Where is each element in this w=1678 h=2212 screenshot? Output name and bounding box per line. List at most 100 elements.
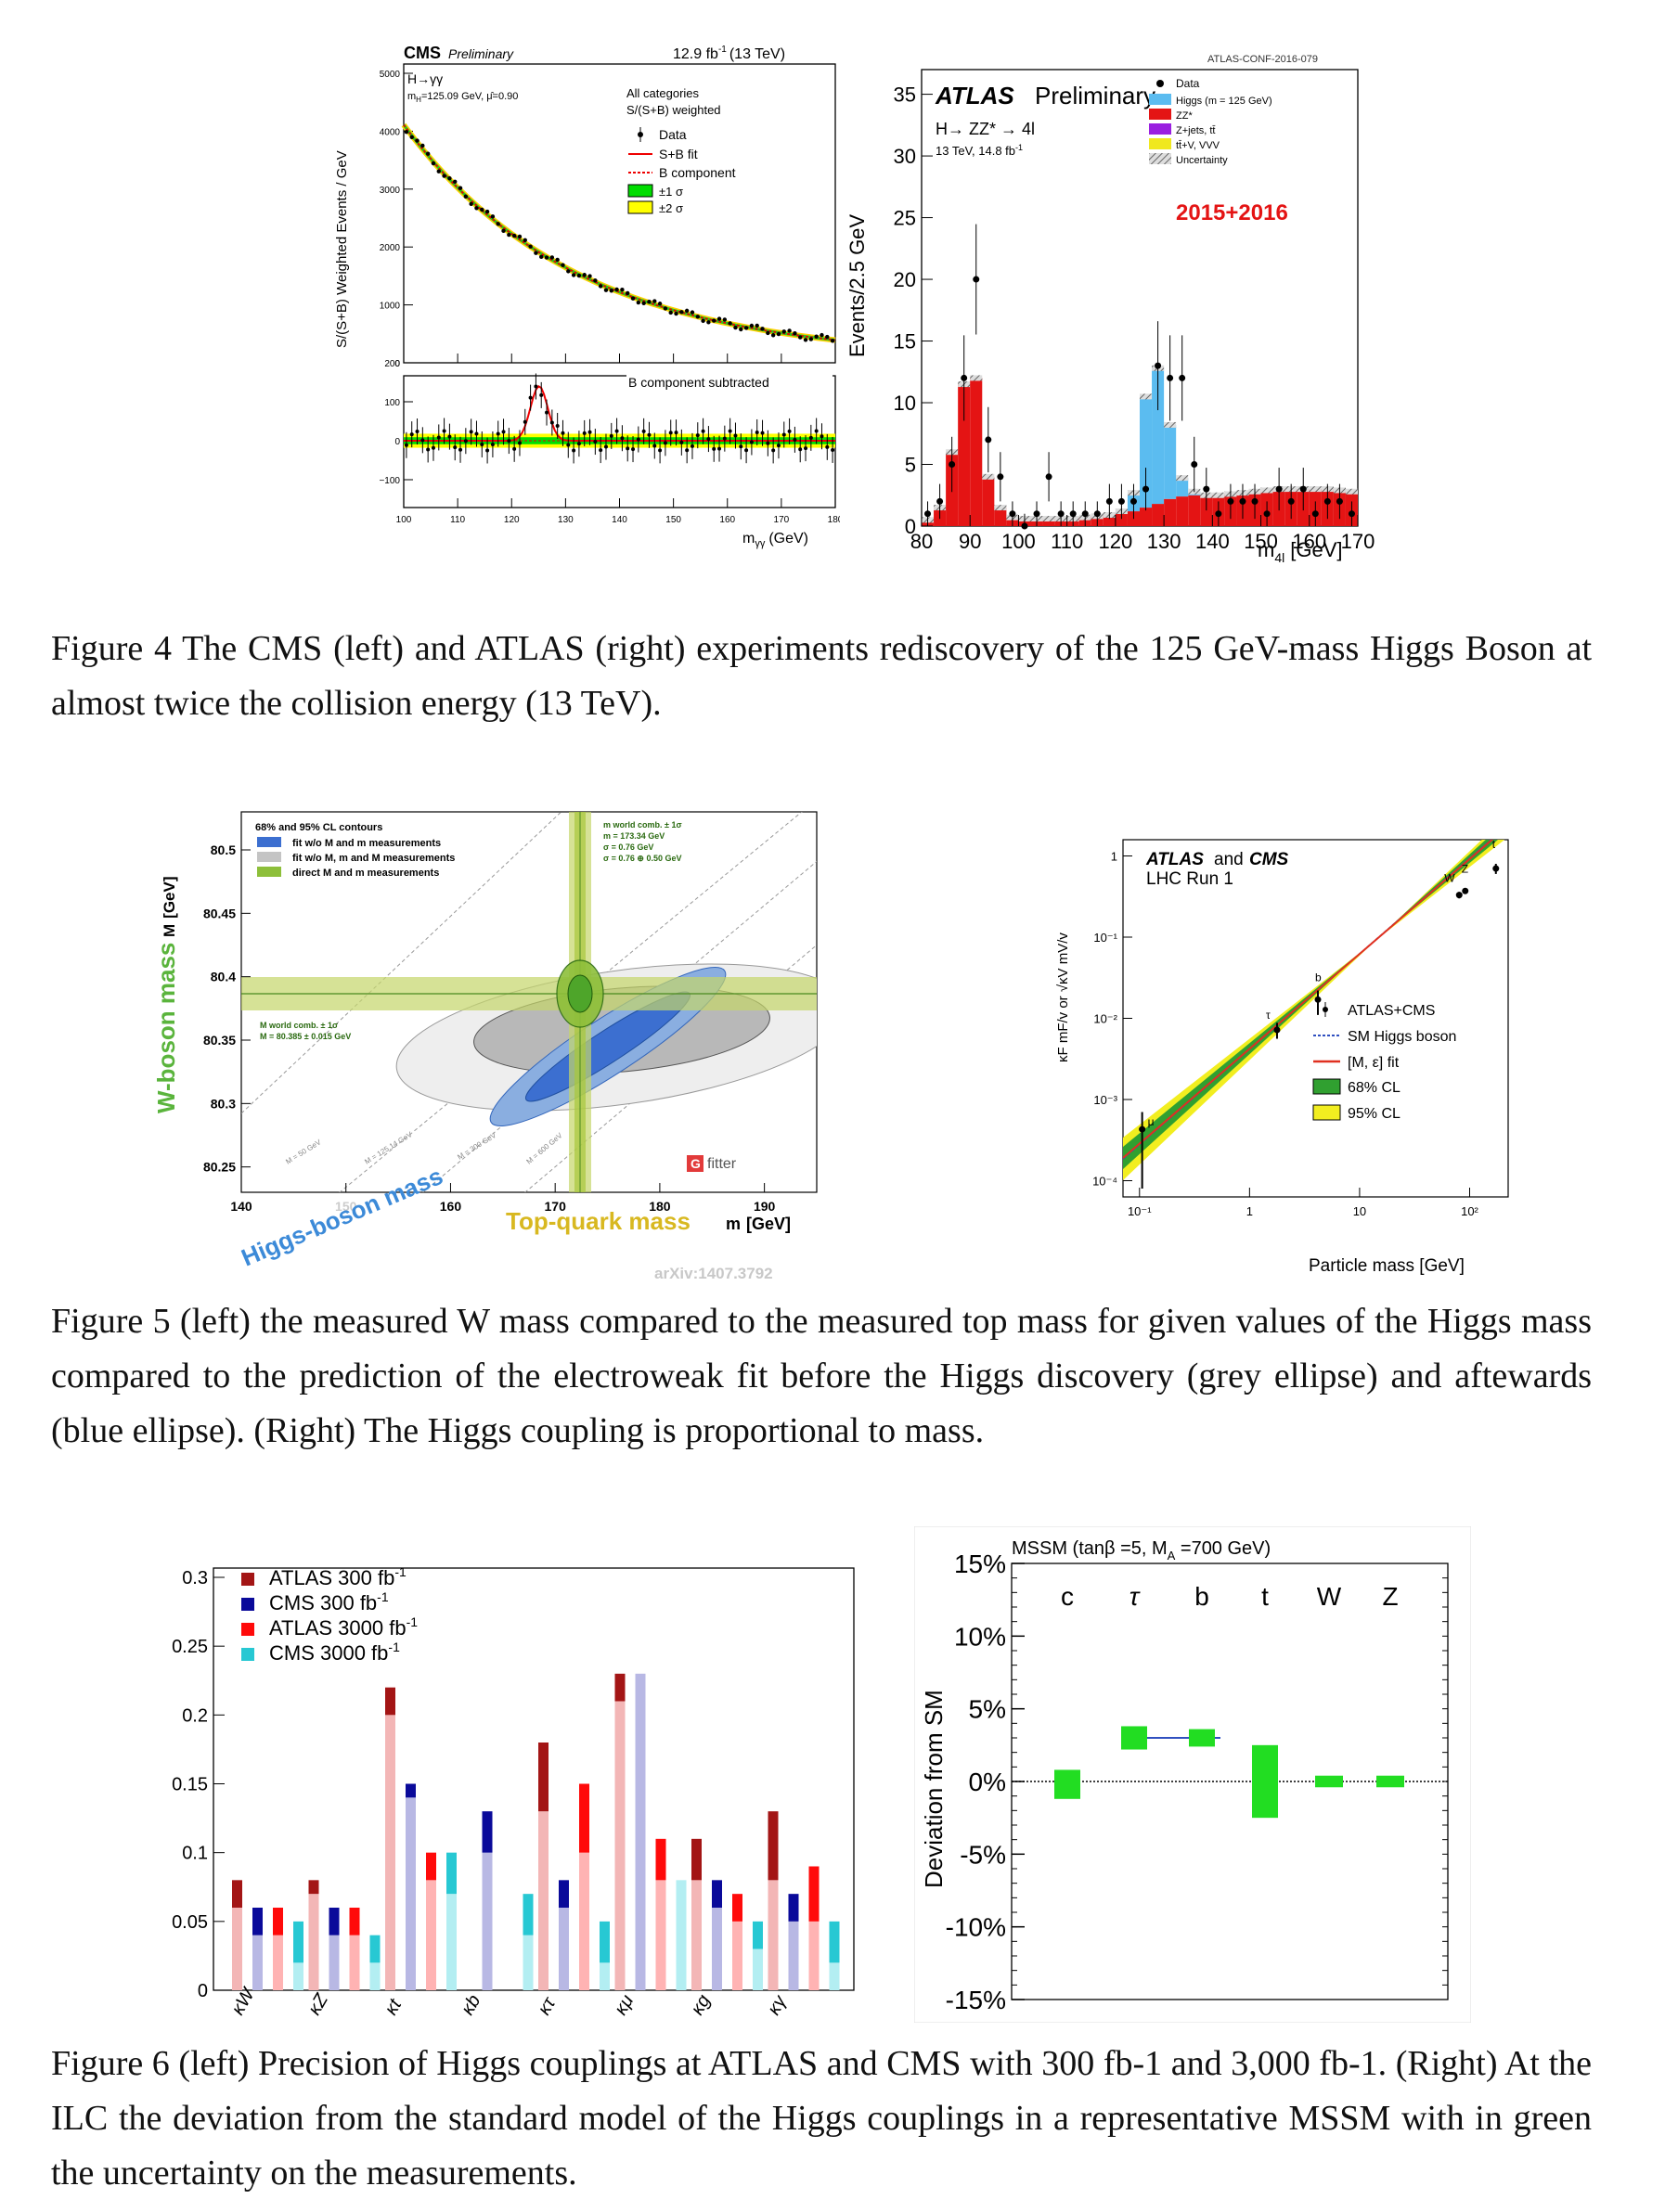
cms-lower-point <box>744 448 749 453</box>
cms-lower-point <box>820 434 824 439</box>
cms-data-point <box>668 310 673 315</box>
gfit-yticks: 80.5 80.45 80.4 80.35 80.3 80.25 <box>203 842 251 1175</box>
atlas-histogram <box>922 224 1358 530</box>
kappa-xtick-label: 10² <box>1461 1204 1478 1218</box>
atlas-ytick-label: 20 <box>894 268 916 291</box>
cms-lower-point <box>808 435 813 440</box>
gfit-mt-comb: m world comb. ± 1σ <box>603 820 682 830</box>
kappa-xlabel: Particle mass [GeV] <box>1309 1256 1465 1276</box>
cms-data-point <box>798 335 803 340</box>
atlas-xtick-label: 80 <box>910 530 933 553</box>
cms-lower-point <box>636 437 640 442</box>
atlas-zz-bar <box>1164 498 1177 526</box>
cms-upper-frame <box>403 63 836 364</box>
hl-bar-dark <box>308 1880 319 1895</box>
atlas-unc-band <box>1260 487 1273 494</box>
cms-lower-point <box>485 448 490 453</box>
hl-bar-light <box>369 1962 381 1990</box>
gfit-xtick-label: 150 <box>335 1199 357 1214</box>
cms-data-point <box>555 257 560 263</box>
gfit-xtick-label: 160 <box>440 1199 462 1214</box>
cms-xticks: 100 110 120 130 140 150 160 170 180 <box>396 354 844 525</box>
atlas-data-point <box>1093 510 1101 518</box>
hl-bar-light <box>829 1962 840 1990</box>
fig4-left-cms-plot: CMS Preliminary 12.9 fb-1 (13 TeV) H→γγ m… <box>329 42 849 571</box>
cms-lower-point <box>760 431 765 435</box>
gfit-xtick-label: 180 <box>649 1199 671 1214</box>
cms-data-point <box>739 327 743 332</box>
cms-data-point <box>690 310 695 315</box>
gfit-arxiv: arXiv:1407.3792 <box>654 1265 773 1282</box>
cms-legend-2sig-box <box>627 200 653 214</box>
cms-lower-point <box>690 444 694 448</box>
cms-lower-point <box>442 429 446 433</box>
atlas-data-point <box>949 461 956 469</box>
cms-lower-point <box>658 448 663 453</box>
hl-bar-light <box>385 1715 395 1990</box>
kappa-title-and: and <box>1214 850 1244 869</box>
fig6-right-mssm-plot: MSSM (tanβ =5, MA =700 GeV) 15% 10% 5% 0% -5… <box>913 1525 1472 2024</box>
cms-xtick-label: 140 <box>612 515 627 525</box>
cms-lower-point <box>825 444 830 449</box>
cms-data-point <box>598 284 603 289</box>
hl-bar-dark <box>753 1921 763 1949</box>
atlas-xtick-label: 90 <box>959 530 981 553</box>
cms-lower-point <box>631 447 636 452</box>
hl-bar-light <box>293 1962 303 1990</box>
cms-ytick-top-label: 4000 <box>380 127 401 137</box>
cms-data-point <box>679 310 684 315</box>
cms-lower-point <box>685 448 690 453</box>
hl-bar-light <box>655 1880 666 1990</box>
kappa-legend-68: 68% CL <box>1348 1080 1400 1096</box>
cms-data-point <box>674 311 678 316</box>
coupling-mass-chart: μ τ b WZt 1 10⁻¹ 10⁻² 10⁻³ 10⁻⁴ 10⁻¹ 1 10 10² ATLA… <box>1055 838 1509 1276</box>
atlas-data-point <box>1348 510 1355 518</box>
hl-bar-dark <box>329 1908 340 1936</box>
cms-ytick-bottom-label: 100 <box>384 398 400 408</box>
atlas-ytick-label: 35 <box>894 84 916 107</box>
atlas-data-point <box>1311 510 1319 518</box>
hl-bar-light <box>808 1921 820 1990</box>
ilc-particle-label: b <box>1194 1582 1209 1611</box>
cms-xtick-label: 160 <box>719 515 735 525</box>
cms-lower-point <box>739 444 743 449</box>
atlas-data-point <box>1263 510 1271 518</box>
hl-ytick-label: 0.1 <box>182 1844 208 1864</box>
kappa-point <box>1462 887 1469 894</box>
kappa-fit-line <box>1123 840 1494 1159</box>
cms-data-point <box>566 269 571 274</box>
cms-data-point <box>712 318 716 323</box>
ilc-mssm-chart: MSSM (tanβ =5, MA =700 GeV) 15% 10% 5% 0% -5… <box>913 1525 1472 2024</box>
kappa-title-cms: CMS <box>1249 850 1289 869</box>
cms-data-point <box>480 207 484 212</box>
atlas-xtick-label: 120 <box>1099 530 1133 553</box>
ilc-uncertainty-box <box>1121 1726 1147 1750</box>
kappa-bands <box>1123 840 1505 1180</box>
atlas-zz-bar <box>1176 496 1189 526</box>
cms-lumi: 12.9 fb-1 (13 TeV) <box>673 45 785 62</box>
gfit-mw-info: M world comb. ± 1σ M = 80.385 ± 0.015 Ge… <box>260 1021 351 1041</box>
kappa-legend-95: 95% CL <box>1348 1106 1400 1122</box>
cms-xtick-label: 150 <box>665 515 681 525</box>
gfit-logo-g-letter: G <box>691 1156 701 1171</box>
cms-data-point <box>755 323 759 328</box>
atlas-legend-zjets-box <box>1149 123 1171 135</box>
hl-bar-dark <box>691 1838 702 1881</box>
gfit-ytick-label: 80.35 <box>203 1033 236 1048</box>
gfit-xlabel-sym: m [GeV] <box>726 1215 791 1233</box>
atlas-data-point <box>1299 485 1307 493</box>
gfit-legend-title: 68% and 95% CL contours <box>255 822 382 833</box>
atlas-unc-band <box>1042 516 1055 522</box>
cms-lower-point <box>566 443 571 447</box>
atlas-legend-higgs: Higgs (m = 125 GeV) <box>1176 96 1272 107</box>
hl-yticks: 0.3 0.25 0.2 0.15 0.1 0.05 0 <box>172 1568 225 2001</box>
atlas-data-point <box>1275 485 1283 493</box>
cms-lower-point <box>781 432 786 437</box>
cms-lower-point <box>507 439 511 444</box>
cms-ytick-top-label: 3000 <box>380 186 401 196</box>
hl-xtick-label: κb <box>458 1991 485 2018</box>
ilc-title: MSSM (tanβ =5, MA =700 GeV) <box>1012 1538 1271 1563</box>
cms-lower-point <box>458 447 463 452</box>
cms-lower-point <box>549 420 554 425</box>
cms-lower-point <box>474 431 479 436</box>
